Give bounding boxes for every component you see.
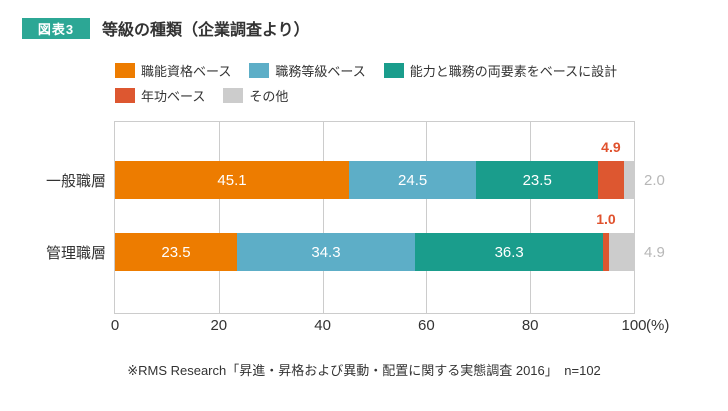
bar-segment <box>623 161 634 199</box>
segment-value-label: 23.5 <box>522 171 552 189</box>
legend-item-label: 能力と職務の両要素をベースに設計 <box>409 63 618 79</box>
bar-segment: 45.1 <box>115 161 350 199</box>
gridline <box>530 122 532 313</box>
x-tick-label: 0 <box>110 317 120 334</box>
footnote: ※RMS Research「昇進・昇格および異動・配置に関する実態調査 2016… <box>127 363 601 378</box>
segment-value-label: 34.3 <box>311 243 341 261</box>
x-tick-label: 40 <box>314 317 331 334</box>
x-tick-label: 60 <box>418 317 435 334</box>
bar-segment <box>598 161 624 199</box>
legend-swatch-icon <box>115 62 135 78</box>
segment-value-label-right: 2.0 <box>644 171 665 189</box>
gridline <box>426 122 428 313</box>
segment-value-label: 24.5 <box>398 171 428 189</box>
legend-item: 年功ベース <box>115 86 205 105</box>
legend-item-label: 年功ベース <box>141 88 206 104</box>
category-label: 管理職層 <box>45 244 106 262</box>
segment-value-label-above: 1.0 <box>596 211 616 227</box>
bar-row: 45.1 24.5 23.5 <box>115 161 634 199</box>
bar-segment: 24.5 <box>349 161 477 199</box>
bar-segment: 23.5 <box>476 161 599 199</box>
plot-area: 45.1 24.5 23.5 23.5 34.3 36.3 <box>114 121 635 314</box>
segment-value-label: 45.1 <box>217 171 247 189</box>
legend-item: 職能資格ベース <box>115 61 231 80</box>
legend-swatch-icon <box>115 87 135 103</box>
legend-item-label: 職務等級ベース <box>275 63 366 79</box>
legend-item-label: 職能資格ベース <box>141 63 232 79</box>
legend: 職能資格ベース 職務等級ベース 能力と職務の両要素をベースに設計年功ベース その他 <box>115 62 635 112</box>
category-label: 一般職層 <box>45 172 106 190</box>
legend-row: 職能資格ベース 職務等級ベース 能力と職務の両要素をベースに設計 <box>115 61 635 80</box>
segment-value-label: 23.5 <box>161 243 191 261</box>
segment-value-label-above: 4.9 <box>601 139 621 155</box>
legend-swatch-icon <box>223 87 244 103</box>
x-tick-label: 100 <box>621 317 647 334</box>
segment-value-label: 36.3 <box>494 243 524 261</box>
legend-swatch-icon <box>249 62 270 78</box>
gridline <box>218 122 220 313</box>
bar-row: 23.5 34.3 36.3 <box>115 233 634 271</box>
legend-item-label: その他 <box>249 88 289 104</box>
bar-segment: 36.3 <box>414 233 604 271</box>
legend-item: 職務等級ベース <box>249 61 366 80</box>
bar-segment: 23.5 <box>115 233 237 271</box>
page-title: 等級の種類（企業調査より） <box>102 22 310 39</box>
legend-swatch-icon <box>383 62 404 78</box>
bar-segment: 34.3 <box>236 233 415 271</box>
segment-value-label-right: 4.9 <box>644 243 665 261</box>
figure-badge: 図表3 <box>22 18 90 39</box>
legend-item: その他 <box>223 86 288 105</box>
bar-segment <box>608 233 634 271</box>
bar-segment <box>603 233 609 271</box>
legend-row: 年功ベース その他 <box>115 86 635 105</box>
x-tick-label: 20 <box>210 317 228 334</box>
gridline <box>322 122 324 313</box>
x-tick-label: 80 <box>521 317 539 334</box>
x-axis-unit-label: (%) <box>646 317 670 334</box>
legend-item: 能力と職務の両要素をベースに設計 <box>383 61 618 80</box>
